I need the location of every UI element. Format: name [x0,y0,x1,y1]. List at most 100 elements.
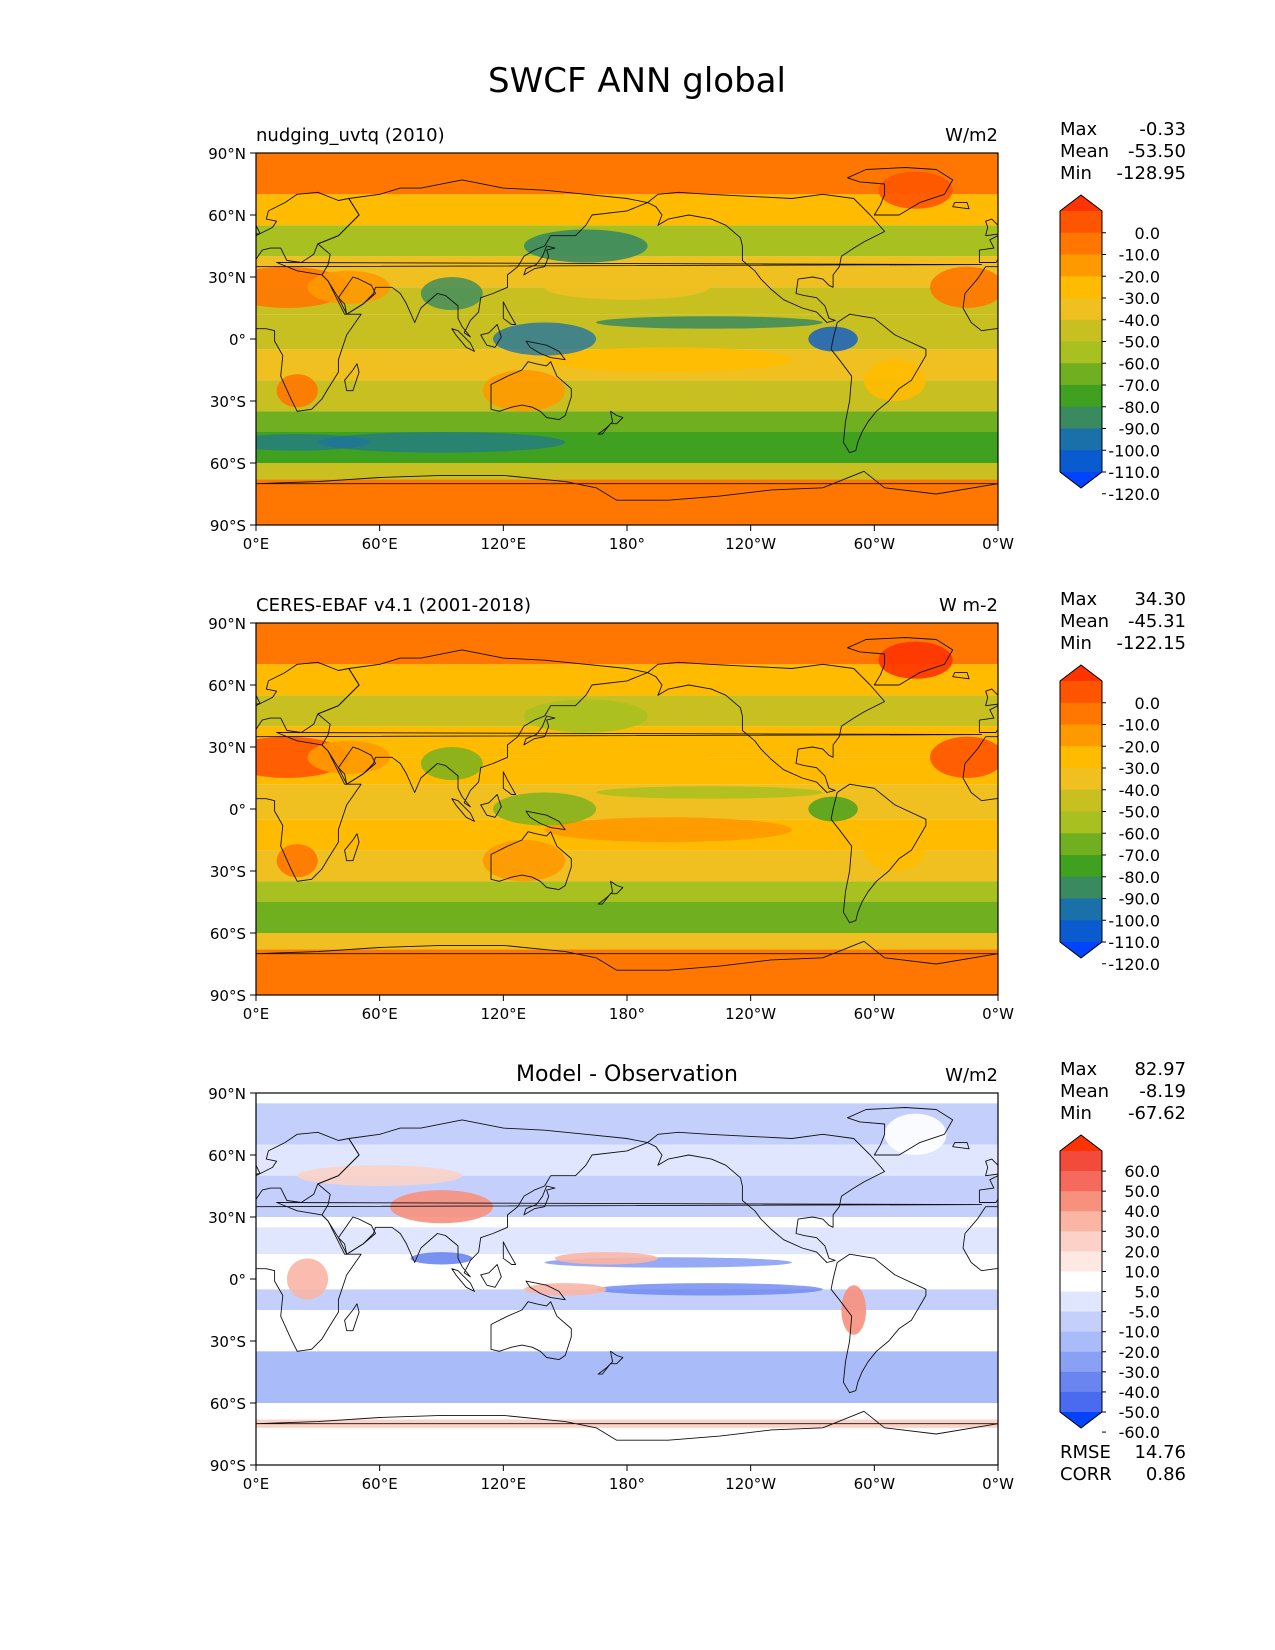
coastline-namerica [0,662,143,792]
coastlines [0,637,1257,971]
colorbar-segment [1060,1231,1102,1252]
stat-label: Max [1060,1059,1098,1080]
coastline-sumatra [451,798,475,822]
colorbar: 60.050.040.030.020.010.0 5.0-5.0-10.0-20.… [1059,1134,1160,1442]
lon-tick-label: 60°W [854,1475,896,1493]
coastline-sumatra [451,1268,475,1292]
panel-left-title: nudging_uvtq (2010) [256,125,445,146]
colorbar-segment [1060,1151,1102,1172]
colorbar-segment [1060,920,1102,943]
panel-left-title: CERES-EBAF v4.1 (2001-2018) [256,595,531,616]
colorbar-extend-top [1060,1135,1102,1151]
lon-tick-label: 120°E [481,1475,527,1493]
coastline-namerica [647,191,886,323]
stat-label: Min [1060,633,1092,654]
coastline-namerica [647,661,886,793]
colorbar-segment [1060,363,1102,386]
colorbar-segment [1060,855,1102,878]
lat-tick-label: 90°N [208,145,246,163]
colorbar-tick-label: 20.0 [1124,1242,1160,1261]
colorbar-tick-label: -50.0 [1119,803,1160,822]
coastline-namerica [0,1132,143,1262]
colorbar: 0.0 -10.0 -20.0 -30.0 -40.0 -50.0 -60.0 -70.0 -8… [1059,194,1160,504]
coastline-australia [490,831,572,891]
coastline-uk [256,224,261,235]
lat-tick-label: 90°S [210,1457,246,1475]
colorbar-tick-label: -50.0 [1119,333,1160,352]
coastline-greenland [106,1108,211,1156]
stat-value: -67.62 [1128,1103,1186,1124]
colorbar-segment [1060,1331,1102,1353]
stat-value: 82.97 [1134,1059,1186,1080]
stat-label: Mean [1060,141,1109,162]
lon-tick-label: 60°W [854,535,896,553]
colorbar: 0.0 -10.0 -20.0 -30.0 -40.0 -50.0 -60.0 -70.0 -8… [1059,664,1160,974]
colorbar-segment [1060,1171,1102,1192]
coastline-arabia [337,746,376,785]
lat-tick-label: 0° [229,1271,246,1289]
colorbar-tick-label: -90.0 [1119,890,1160,909]
lon-tick-label: 60°E [362,1475,398,1493]
colorbar-tick-label: 0.0 [1135,694,1160,713]
colorbar-segment [1060,1191,1102,1212]
coastline-samerica [830,313,927,454]
coastline-nz [597,1350,624,1375]
colorbar-segment [1060,876,1102,899]
colorbar-tick-label: -120.0 [1108,955,1160,974]
colorbar-segment [1060,1291,1102,1313]
coastline-phil [502,771,517,795]
lat-tick-label: 90°N [208,1085,246,1103]
coastline-iceland [952,1142,970,1150]
coastline-newguinea [1268,1281,1275,1300]
coastline-australia [490,361,572,421]
stat-value: 34.30 [1134,589,1186,610]
figure-title: SWCF ANN global [488,61,786,101]
colorbar-segment [1060,1311,1102,1333]
coastline-antarctica [256,1410,998,1441]
coastline-borneo [1223,325,1244,348]
coastline-phil [1245,772,1257,795]
colorbar-tick-label: -110.0 [1108,933,1160,952]
coastlines [256,167,1275,501]
coastline-samerica [830,783,927,924]
lat-tick-label: 60°N [208,1147,246,1165]
colorbar-tick-label: -120.0 [1108,485,1160,504]
lat-tick-label: 0° [229,801,246,819]
lon-tick-label: 0°E [243,1005,270,1023]
lon-tick-label: 0°W [982,1005,1014,1023]
coastline-arabia [337,276,376,315]
lon-tick-label: 0°E [243,535,270,553]
colorbar-tick-label: -70.0 [1119,376,1160,395]
coastline-antarctica [256,483,257,485]
lat-tick-label: 30°S [210,393,246,411]
lat-tick-label: 30°N [208,269,246,287]
map-panel-diff: Model - Observation W/m2 90°N 60°N 30°N 0° 30°… [0,1059,1275,1493]
coastline-newguinea [525,1280,566,1301]
extra-stat-label: CORR [1060,1464,1112,1485]
map-panel-model: nudging_uvtq (2010) W/m2 90°N 60°N 30°N 0° 30°… [208,119,1275,553]
colorbar-segment [1060,319,1102,342]
colorbar-tick-label: -100.0 [1108,911,1160,930]
coastline-japan [1266,246,1275,275]
lat-tick-label: 90°N [208,615,246,633]
coastline-borneo [1223,1265,1244,1288]
colorbar-tick-label: -20.0 [1119,267,1160,286]
stat-label: Min [1060,163,1092,184]
lon-tick-label: 180° [609,535,645,553]
colorbar-segment [1060,276,1102,299]
colorbar-tick-label: 5.0 [1135,1283,1160,1302]
coastline-madagascar [344,363,360,392]
colorbar-segment [1060,298,1102,321]
colorbar-segment [1060,450,1102,473]
panel-units: W/m2 [945,1065,998,1086]
extra-stat-value: 0.86 [1146,1464,1186,1485]
coastline-greenland [847,1107,954,1156]
colorbar-segment [1060,341,1102,364]
coastline-samerica [89,1254,184,1393]
lon-tick-label: 60°E [362,1005,398,1023]
panel-units: W/m2 [945,125,998,146]
stat-label: Mean [1060,611,1109,632]
colorbar-segment [1060,385,1102,408]
extra-stat-value: 14.76 [1134,1442,1186,1463]
